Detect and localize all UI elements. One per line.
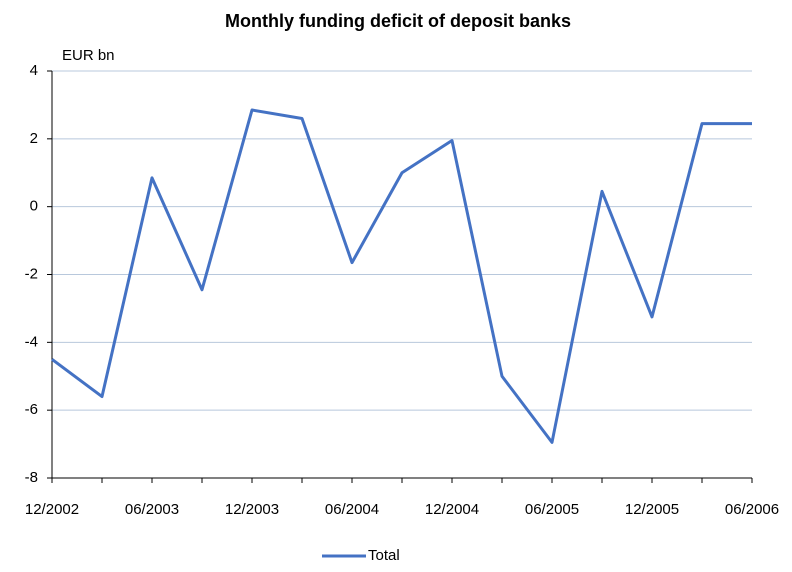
legend-label: Total bbox=[368, 547, 400, 564]
y-tick-label: 2 bbox=[30, 130, 38, 147]
y-tick-label: -2 bbox=[25, 265, 38, 282]
y-tick-label: 0 bbox=[30, 198, 38, 215]
y-tick-label: -4 bbox=[25, 333, 38, 350]
x-tick-label: 06/2006 bbox=[725, 501, 779, 518]
x-tick-label: 06/2004 bbox=[325, 501, 379, 518]
x-tick-label: 12/2002 bbox=[25, 501, 79, 518]
x-tick-label: 12/2004 bbox=[425, 501, 479, 518]
x-tick-label: 12/2003 bbox=[225, 501, 279, 518]
x-tick-label: 06/2003 bbox=[125, 501, 179, 518]
data-line bbox=[51, 108, 752, 444]
y-tick-label: 4 bbox=[30, 62, 38, 79]
y-tick-label: -6 bbox=[25, 401, 38, 418]
y-tick-label: -8 bbox=[25, 469, 38, 486]
x-tick-label: 12/2005 bbox=[625, 501, 679, 518]
y-axis-label: EUR bn bbox=[62, 47, 115, 64]
chart-title: Monthly funding deficit of deposit banks bbox=[225, 11, 571, 31]
x-tick-label: 06/2005 bbox=[525, 501, 579, 518]
